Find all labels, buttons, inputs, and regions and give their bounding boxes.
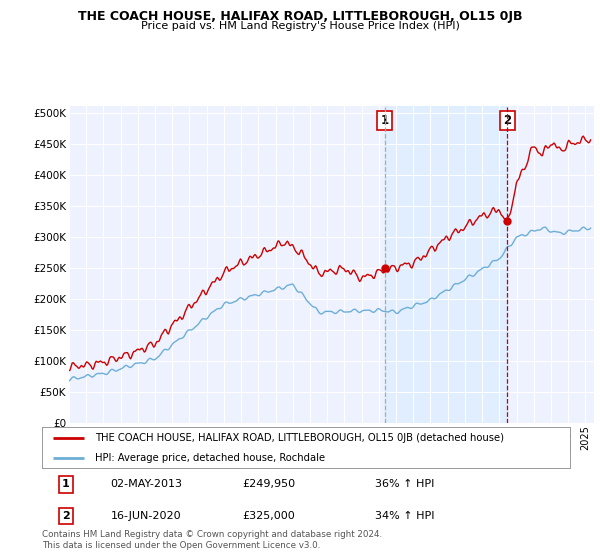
Text: Contains HM Land Registry data © Crown copyright and database right 2024.
This d: Contains HM Land Registry data © Crown c… <box>42 530 382 550</box>
Text: HPI: Average price, detached house, Rochdale: HPI: Average price, detached house, Roch… <box>95 454 325 463</box>
Text: 02-MAY-2013: 02-MAY-2013 <box>110 479 182 489</box>
Text: THE COACH HOUSE, HALIFAX ROAD, LITTLEBOROUGH, OL15 0JB (detached house): THE COACH HOUSE, HALIFAX ROAD, LITTLEBOR… <box>95 433 504 443</box>
Bar <box>385 106 507 423</box>
Text: 1: 1 <box>62 479 70 489</box>
Text: Price paid vs. HM Land Registry's House Price Index (HPI): Price paid vs. HM Land Registry's House … <box>140 21 460 31</box>
Text: 34% ↑ HPI: 34% ↑ HPI <box>374 511 434 521</box>
Text: 36% ↑ HPI: 36% ↑ HPI <box>374 479 434 489</box>
Text: THE COACH HOUSE, HALIFAX ROAD, LITTLEBOROUGH, OL15 0JB: THE COACH HOUSE, HALIFAX ROAD, LITTLEBOR… <box>78 10 522 23</box>
Text: £325,000: £325,000 <box>242 511 295 521</box>
Text: 2: 2 <box>503 114 511 127</box>
Text: 16-JUN-2020: 16-JUN-2020 <box>110 511 181 521</box>
Text: 2: 2 <box>62 511 70 521</box>
Text: 1: 1 <box>380 114 389 127</box>
Text: £249,950: £249,950 <box>242 479 296 489</box>
